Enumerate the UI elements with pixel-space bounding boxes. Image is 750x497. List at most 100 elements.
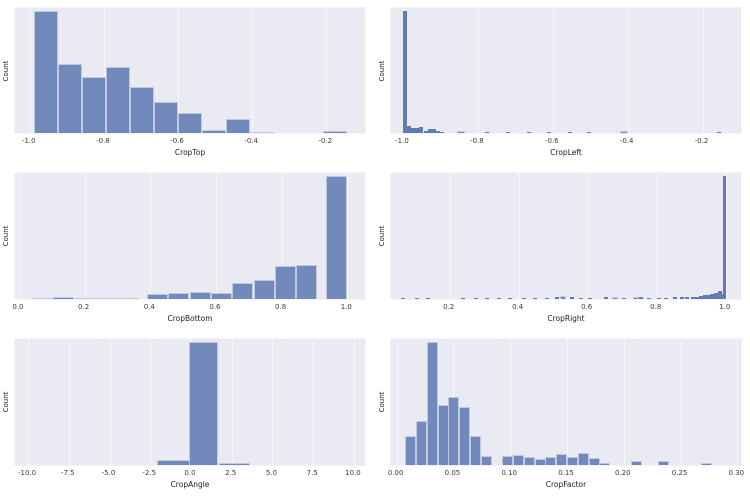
x-axis-label-cropright: CropRight bbox=[547, 314, 585, 323]
gridline-cropbottom bbox=[282, 173, 283, 299]
x-tick-label: -10.0 bbox=[17, 469, 37, 477]
gridline-croptop bbox=[104, 8, 105, 133]
histogram-bar bbox=[568, 132, 572, 133]
histogram-bar bbox=[457, 131, 465, 133]
histogram-bar bbox=[432, 129, 436, 133]
x-tick-label: 0.20 bbox=[614, 469, 631, 477]
histogram-bar bbox=[254, 280, 275, 299]
x-tick-label: -2.5 bbox=[142, 469, 157, 477]
gridline-cropfactor bbox=[624, 339, 625, 465]
histogram-bar bbox=[485, 132, 489, 133]
x-tick-label: 0.05 bbox=[444, 469, 461, 477]
gridline-croptop bbox=[178, 8, 179, 133]
histogram-bar bbox=[53, 297, 74, 299]
plot-area-cropbottom bbox=[14, 172, 366, 300]
x-axis-label-cropleft: CropLeft bbox=[550, 148, 582, 157]
histogram-bar bbox=[481, 456, 492, 465]
histogram-bar bbox=[168, 293, 189, 299]
x-tick-label: -5.0 bbox=[101, 469, 116, 477]
histogram-bar bbox=[189, 342, 218, 465]
histogram-bar bbox=[232, 283, 253, 299]
x-tick-label: 0.8 bbox=[650, 303, 662, 311]
histogram-bar bbox=[555, 297, 559, 299]
y-axis-label-cropbottom: Count bbox=[2, 225, 10, 247]
gridline-cropleft bbox=[703, 8, 704, 133]
gridline-cropbottom bbox=[19, 173, 20, 299]
histogram-bar bbox=[130, 87, 154, 133]
histogram-bar bbox=[589, 458, 600, 465]
x-tick-label: -0.6 bbox=[544, 137, 559, 145]
histogram-bar bbox=[117, 298, 138, 299]
x-tick-label: 0.2 bbox=[443, 303, 455, 311]
histogram-bar bbox=[485, 298, 489, 299]
histogram-bar bbox=[703, 295, 707, 299]
histogram-bar bbox=[32, 298, 53, 299]
x-tick-label: 0.8 bbox=[275, 303, 287, 311]
gridline-cropfactor bbox=[737, 339, 738, 465]
gridline-cropbottom bbox=[216, 173, 217, 299]
gridline-cropfactor bbox=[510, 339, 511, 465]
histogram-bar bbox=[658, 461, 669, 465]
gridline-cropright bbox=[657, 173, 658, 299]
x-axis-label-croptop: CropTop bbox=[174, 148, 206, 157]
gridline-cropleft bbox=[628, 8, 629, 133]
gridline-cropright bbox=[450, 173, 451, 299]
plot-area-cropleft bbox=[390, 7, 742, 134]
histogram-bar bbox=[547, 132, 551, 133]
histogram-bar bbox=[718, 291, 722, 299]
histogram-bar bbox=[680, 297, 684, 299]
histogram-bar bbox=[639, 297, 643, 299]
histogram-bar bbox=[178, 113, 202, 133]
x-tick-label: 1.0 bbox=[340, 303, 352, 311]
histogram-bar bbox=[620, 131, 628, 133]
gridline-cropbottom bbox=[150, 173, 151, 299]
gridline-cropbottom bbox=[85, 173, 86, 299]
histogram-bar bbox=[588, 298, 592, 299]
histogram-bar bbox=[275, 266, 296, 299]
histogram-bar bbox=[407, 126, 411, 133]
x-tick-label: 0.30 bbox=[728, 469, 745, 477]
x-tick-label: -0.2 bbox=[694, 137, 709, 145]
gridline-cropleft bbox=[553, 8, 554, 133]
gridline-cropright bbox=[519, 173, 520, 299]
histogram-bar bbox=[419, 127, 423, 133]
histogram-bar bbox=[567, 457, 578, 465]
histogram-bar bbox=[710, 294, 714, 299]
histogram-bar bbox=[717, 132, 721, 133]
histogram-bar bbox=[545, 457, 556, 465]
histogram-bar bbox=[226, 119, 250, 133]
x-tick-label: 2.5 bbox=[225, 469, 237, 477]
histogram-bar bbox=[157, 460, 190, 465]
x-tick-label: 0.10 bbox=[501, 469, 518, 477]
histogram-bar bbox=[545, 298, 549, 299]
histogram-bar bbox=[556, 454, 567, 465]
gridline-cropfactor bbox=[567, 339, 568, 465]
histogram-bar bbox=[415, 128, 419, 133]
histogram-bar bbox=[75, 298, 96, 299]
x-tick-label: 7.5 bbox=[306, 469, 318, 477]
histogram-bar bbox=[461, 298, 465, 299]
histogram-bar bbox=[403, 11, 407, 133]
histogram-bar bbox=[82, 77, 106, 133]
gridline-croptop bbox=[30, 8, 31, 133]
x-tick-label: -0.6 bbox=[170, 137, 184, 145]
histogram-bar bbox=[416, 421, 427, 465]
x-tick-label: 5.0 bbox=[265, 469, 278, 477]
x-tick-label: -0.8 bbox=[470, 137, 484, 145]
x-tick-label: -1.0 bbox=[395, 137, 409, 145]
histogram-bar bbox=[405, 436, 416, 465]
histogram-bar bbox=[587, 132, 591, 133]
histogram-bar bbox=[657, 298, 661, 299]
histogram-bar bbox=[96, 298, 117, 299]
x-tick-label: 0.15 bbox=[558, 469, 574, 477]
histogram-bar bbox=[415, 298, 419, 299]
histogram-bar bbox=[323, 131, 347, 133]
plot-area-cropangle bbox=[14, 338, 366, 466]
x-axis-label-cropbottom: CropBottom bbox=[167, 314, 213, 323]
gridline-cropangle bbox=[272, 339, 273, 465]
histogram-bar bbox=[699, 296, 703, 299]
gridline-croptop bbox=[326, 8, 327, 133]
histogram-bar bbox=[604, 297, 608, 299]
gridline-cropangle bbox=[232, 339, 233, 465]
x-tick-label: 0.6 bbox=[209, 303, 221, 311]
